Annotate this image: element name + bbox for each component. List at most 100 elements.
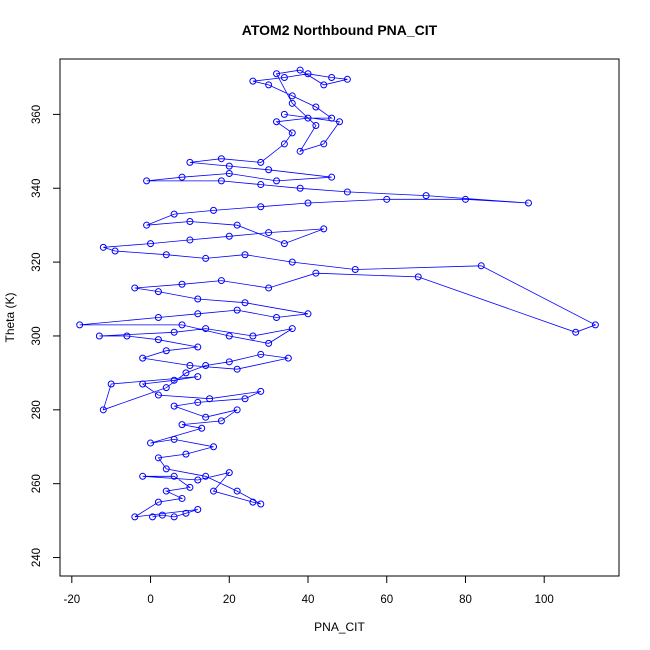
data-point (257, 181, 265, 189)
data-point (178, 494, 186, 502)
data-point (233, 221, 241, 229)
data-point (383, 195, 391, 203)
data-point (170, 513, 178, 521)
data-point (149, 513, 157, 521)
data-point (162, 347, 170, 355)
data-point (170, 376, 178, 384)
data-point (233, 487, 241, 495)
data-point (99, 406, 107, 414)
data-point (312, 121, 320, 129)
data-point (296, 66, 304, 74)
data-point (414, 273, 422, 281)
data-point (233, 306, 241, 314)
data-point (170, 210, 178, 218)
data-point (225, 358, 233, 366)
data-point (194, 373, 202, 381)
x-tick-label: 40 (302, 594, 315, 606)
data-point (123, 332, 131, 340)
data-point (265, 166, 273, 174)
data-point (257, 350, 265, 358)
y-tick-label: 280 (31, 400, 43, 419)
data-point (257, 500, 265, 508)
data-point (154, 336, 162, 344)
data-point (296, 147, 304, 155)
series-line (79, 69, 597, 518)
data-point (210, 487, 218, 495)
data-point (182, 509, 190, 517)
data-point (312, 103, 320, 111)
data-point (154, 288, 162, 296)
data-point (162, 487, 170, 495)
data-point (273, 314, 281, 321)
data-point (194, 398, 202, 406)
data-point (170, 328, 178, 336)
data-point (217, 155, 225, 163)
data-point (154, 498, 162, 506)
x-tick-label: 20 (223, 594, 236, 606)
y-axis-label: Theta (K) (3, 292, 17, 342)
data-point (296, 184, 304, 192)
data-point (249, 77, 257, 85)
data-point (131, 513, 139, 521)
x-tick-label: 60 (380, 594, 393, 606)
data-point (304, 70, 312, 78)
data-point (158, 511, 166, 519)
data-point (76, 321, 84, 329)
data-point (312, 269, 320, 277)
data-point (225, 162, 233, 170)
data-point (265, 284, 273, 292)
y-axis: 240 260 280 300 320 340 360 (31, 105, 61, 567)
data-point (154, 454, 162, 462)
data-point (202, 362, 210, 370)
data-point (257, 158, 265, 166)
data-point (131, 284, 139, 292)
data-point (304, 199, 312, 207)
data-point (178, 421, 186, 429)
x-axis-label: PNA_CIT (314, 620, 365, 634)
data-point (194, 343, 202, 351)
data-point (162, 465, 170, 473)
chart-title: ATOM2 Northbound PNA_CIT (242, 22, 438, 38)
data-point (249, 332, 257, 340)
data-point (343, 188, 351, 196)
data-point (186, 236, 194, 244)
data-point (194, 310, 202, 318)
y-tick-label: 260 (31, 474, 43, 493)
data-point (328, 73, 336, 81)
data-point (225, 169, 233, 177)
data-point (288, 99, 296, 107)
data-point (210, 206, 218, 214)
data-point (217, 177, 225, 185)
data-point (139, 472, 147, 480)
data-point (461, 195, 469, 203)
data-point (288, 129, 296, 137)
data-point (194, 295, 202, 303)
data-point (194, 506, 202, 514)
y-tick-label: 320 (31, 253, 43, 272)
data-point (591, 321, 599, 329)
data-point (139, 380, 147, 388)
data-point (288, 325, 296, 333)
data-point (95, 332, 103, 340)
data-point (210, 443, 218, 451)
data-point (241, 299, 249, 307)
data-point (147, 439, 155, 447)
data-point (257, 203, 265, 211)
x-tick-label: -20 (63, 594, 80, 606)
data-point (107, 380, 115, 388)
data-point (280, 140, 288, 148)
data-point (328, 114, 336, 122)
data-point (320, 81, 328, 89)
data-point (336, 118, 343, 126)
data-point (99, 243, 107, 251)
data-point (225, 332, 233, 340)
data-point (202, 325, 210, 333)
data-point (304, 114, 312, 122)
data-point (162, 251, 170, 259)
data-point (186, 158, 194, 166)
data-point (170, 435, 178, 443)
data-point (194, 476, 202, 484)
data-point (178, 280, 186, 288)
data-point (288, 92, 296, 100)
data-point (178, 321, 186, 329)
